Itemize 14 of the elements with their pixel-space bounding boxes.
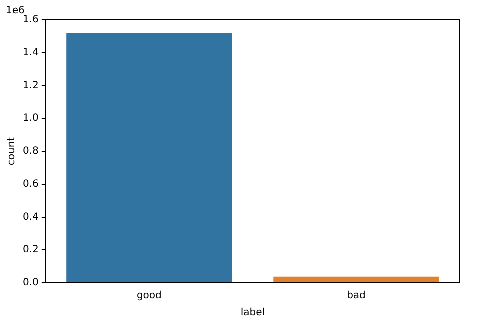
y-tick-label: 0.0 [22, 278, 39, 289]
y-axis-title: count [6, 137, 18, 166]
x-tick-label: good [136, 290, 162, 302]
y-tick-label: 1.4 [22, 47, 39, 58]
y-tick-label: 1.6 [22, 14, 39, 26]
y-tick-label: 1.0 [22, 113, 39, 124]
x-tick-label: bad [347, 290, 366, 302]
y-tick-label: 0.2 [22, 244, 39, 256]
text: 1e6 [6, 6, 25, 17]
y-tick-label: 1.2 [22, 80, 39, 92]
y-tick-label: 0.6 [22, 178, 39, 190]
y-tick-label: 0.4 [22, 212, 39, 223]
y-tick-label: 0.8 [22, 146, 39, 158]
x-axis-title: label [240, 308, 266, 319]
